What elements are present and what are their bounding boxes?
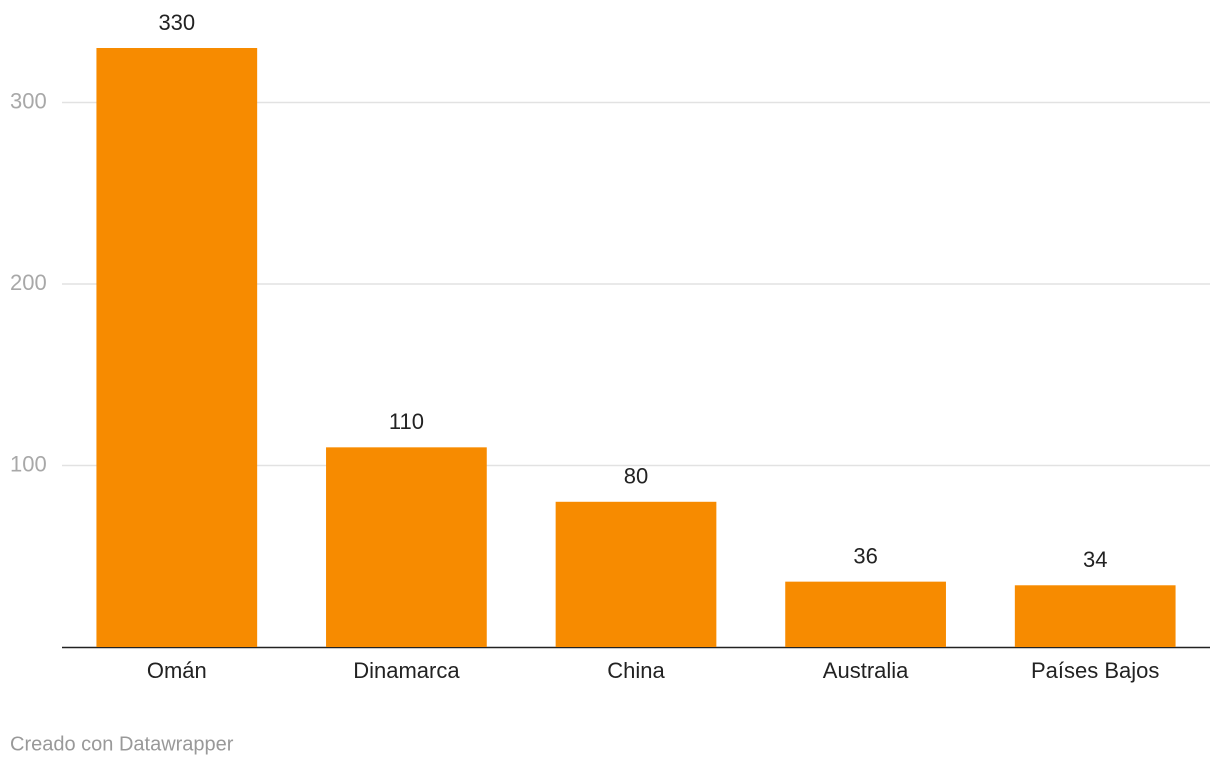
y-tick-label: 100 xyxy=(10,451,47,476)
y-tick-label: 200 xyxy=(10,270,47,295)
y-tick-label: 300 xyxy=(10,88,47,113)
value-label: 80 xyxy=(624,464,648,489)
x-tick-label: Países Bajos xyxy=(1031,658,1159,683)
x-tick-label: Australia xyxy=(823,658,909,683)
value-label: 36 xyxy=(853,543,877,568)
bar xyxy=(785,581,946,647)
footer: Creado con Datawrapper xyxy=(10,733,234,755)
bar xyxy=(1014,585,1176,647)
value-label: 110 xyxy=(389,409,424,434)
value-label: 330 xyxy=(158,10,195,35)
x-tick-label: China xyxy=(607,658,665,683)
bar xyxy=(555,501,717,647)
x-tick-label: Dinamarca xyxy=(353,658,460,683)
bar xyxy=(96,48,258,647)
x-tick-label: Omán xyxy=(147,658,207,683)
value-label: 34 xyxy=(1083,547,1107,572)
bar xyxy=(326,447,487,647)
